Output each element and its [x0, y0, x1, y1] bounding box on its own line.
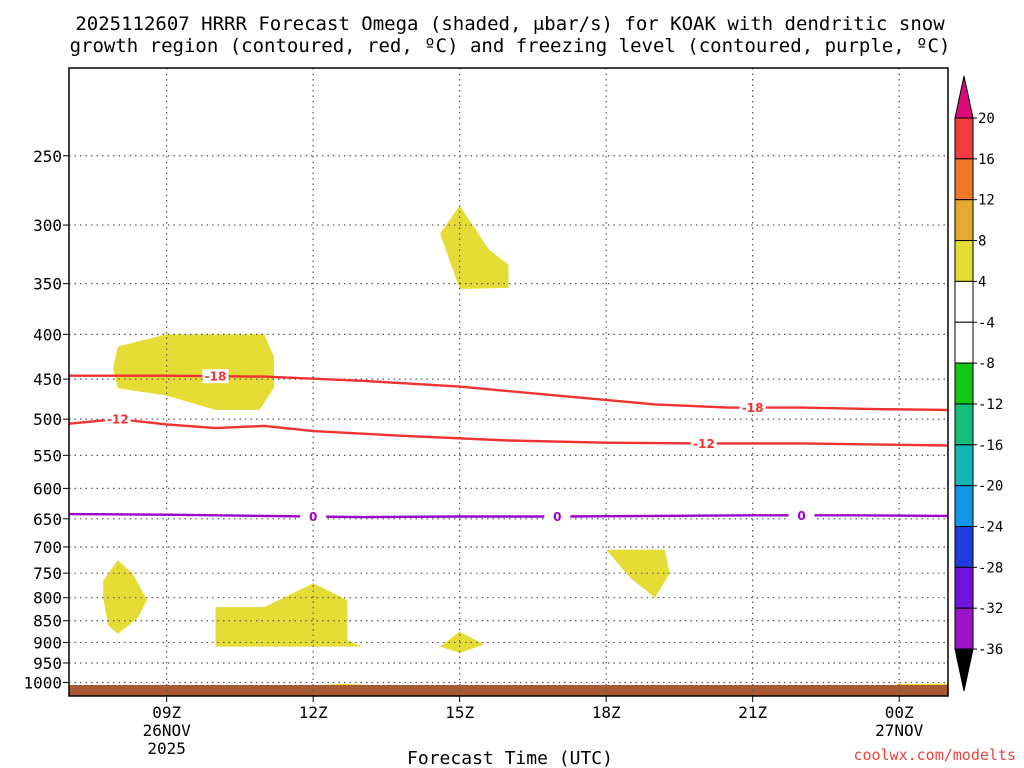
colorbar-segment — [954, 485, 974, 527]
y-tick-label: 500 — [33, 410, 62, 429]
colorbar-label: -4 — [978, 315, 995, 331]
colorbar-label: -12 — [978, 397, 1003, 413]
x-tick-label: 00Z — [885, 703, 914, 722]
colorbar-segment — [954, 362, 974, 405]
y-tick-label: 650 — [33, 510, 62, 529]
contour-label-bg — [202, 369, 229, 384]
colorbar-label: -36 — [978, 642, 1003, 658]
colorbar-label: 16 — [978, 152, 995, 168]
contour-label-bg — [544, 509, 571, 524]
y-tick-label: 700 — [33, 538, 62, 557]
colorbar-segment — [954, 158, 974, 201]
plot-frame — [68, 67, 949, 697]
omega-region-0 — [113, 334, 275, 410]
y-tick-label: 450 — [33, 370, 62, 389]
y-tick-label: 950 — [33, 654, 62, 673]
colorbar: 20 16 12 8 4 -4 -8 -12 -16 -20 -24 -28 -32 -36 — [954, 75, 1003, 692]
y-tick-label: 550 — [33, 446, 62, 465]
y-tick-label: 300 — [33, 216, 62, 235]
colorbar-label: -20 — [978, 479, 1003, 495]
x-axis-label: Forecast Time (UTC) — [407, 748, 613, 768]
contour-label: -18 — [742, 401, 764, 415]
ground-strip — [69, 685, 948, 696]
y-axis-ticks: 250 300 350 400 450 500 550 600 650 700 750 800 850 9… — [23, 147, 69, 692]
x-tick-label: 21Z — [738, 703, 767, 722]
x-tick-label: 18Z — [592, 703, 621, 722]
contour-label: 0 — [553, 510, 561, 524]
colorbar-bottom-arrow — [954, 648, 974, 692]
contour-label-bg — [788, 508, 815, 523]
contour-lines: -18 -18 -12 -12 0 0 0 — [68, 369, 949, 524]
contour-label-bg — [104, 412, 131, 427]
colorbar-segment — [954, 240, 974, 282]
colorbar-segment — [954, 607, 974, 650]
contour-label: 0 — [797, 509, 805, 523]
colorbar-label: -16 — [978, 438, 1003, 454]
colorbar-segment — [954, 566, 974, 609]
y-tick-label: 350 — [33, 275, 62, 294]
colorbar-segment — [954, 444, 974, 487]
contour-line--12 — [68, 417, 949, 447]
y-tick-label: 750 — [33, 564, 62, 583]
y-tick-label: 600 — [33, 479, 62, 498]
chart-title-line1: 2025112607 HRRR Forecast Omega (shaded, … — [75, 13, 945, 35]
plot-area: -18 -18 -12 -12 0 0 0 — [68, 67, 949, 697]
colorbar-segment — [954, 280, 974, 323]
contour-label: 0 — [309, 510, 317, 524]
colorbar-label: 20 — [978, 111, 995, 127]
omega-region-4 — [440, 631, 485, 653]
x-tick-label: 09Z — [152, 703, 181, 722]
colorbar-label: 12 — [978, 193, 995, 209]
y-tick-label: 400 — [33, 325, 62, 344]
y-tick-label: 800 — [33, 589, 62, 608]
contour-label-bg — [739, 400, 766, 415]
colorbar-label: -32 — [978, 601, 1003, 617]
omega-region-3 — [215, 583, 362, 647]
colorbar-top-arrow — [954, 75, 974, 119]
x-tick-date: 27NOV — [875, 721, 924, 740]
y-tick-label: 850 — [33, 612, 62, 631]
colorbar-label: -24 — [978, 520, 1003, 536]
omega-region-5 — [606, 549, 670, 598]
x-tick-label: 12Z — [299, 703, 328, 722]
colorbar-segment — [954, 321, 974, 364]
contour-label: -18 — [205, 370, 227, 384]
colorbar-label: -28 — [978, 560, 1003, 576]
chart-title-line2: growth region (contoured, red, ºC) and f… — [70, 35, 951, 57]
x-tick-label: 15Z — [445, 703, 474, 722]
colorbar-label: 8 — [978, 234, 986, 250]
colorbar-label: -8 — [978, 356, 995, 372]
contour-label: -12 — [693, 437, 715, 451]
y-tick-label: 250 — [33, 147, 62, 166]
y-tick-label: 1000 — [23, 673, 62, 692]
credit-text: coolwx.com/modelts — [853, 746, 1016, 764]
x-tick-year: 2025 — [147, 739, 186, 758]
contour-line--18 — [69, 374, 949, 412]
colorbar-segment — [954, 199, 974, 242]
x-tick-date: 26NOV — [143, 721, 192, 740]
contour-label: -12 — [107, 413, 129, 427]
colorbar-segment — [954, 117, 974, 160]
colorbar-segment — [954, 403, 974, 446]
y-tick-label: 900 — [33, 633, 62, 652]
colorbar-segment — [954, 526, 974, 568]
contour-label-bg — [690, 436, 717, 451]
contour-label-bg — [300, 509, 327, 524]
omega-region-1 — [440, 205, 509, 289]
colorbar-label: 4 — [978, 274, 986, 290]
